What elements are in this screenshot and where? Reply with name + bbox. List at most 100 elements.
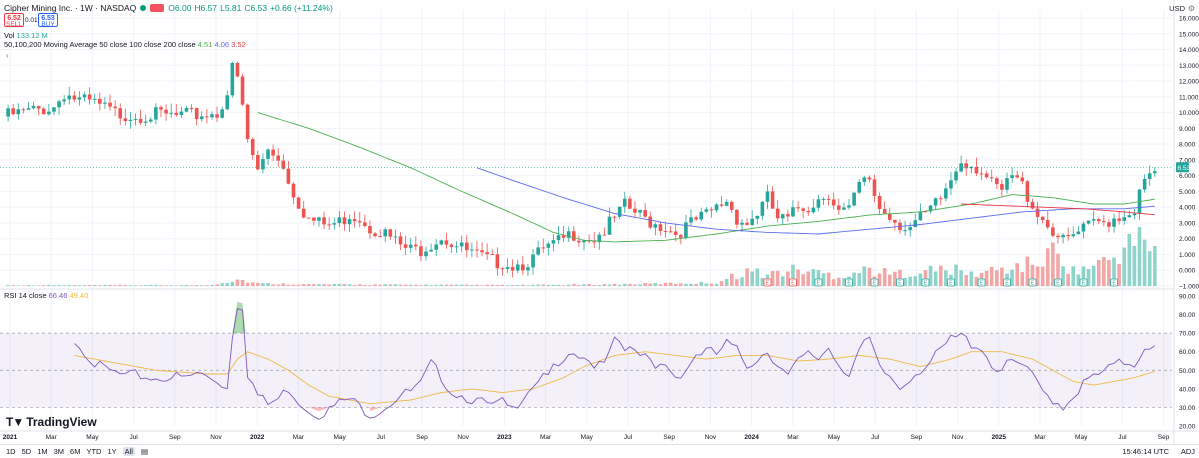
candle-body bbox=[464, 242, 469, 251]
candle-body bbox=[643, 210, 647, 217]
date-range-icon[interactable]: ▤ bbox=[140, 447, 149, 456]
volume-bar bbox=[577, 284, 581, 286]
candle-body bbox=[454, 246, 459, 248]
volume-bar bbox=[729, 273, 734, 286]
candle-body bbox=[704, 209, 709, 212]
earnings-marker bbox=[947, 278, 955, 287]
volume-bar bbox=[719, 281, 724, 286]
earnings-badge-icon[interactable] bbox=[150, 4, 165, 12]
volume-bar bbox=[607, 284, 612, 286]
candle-body bbox=[765, 191, 770, 202]
volume-bar bbox=[449, 284, 454, 286]
candle-body bbox=[261, 158, 265, 170]
volume-bar bbox=[199, 285, 204, 286]
candle-body bbox=[475, 249, 479, 251]
range-3m-button[interactable]: 3M bbox=[53, 447, 65, 456]
candle-body bbox=[1000, 184, 1004, 190]
candle-body bbox=[444, 240, 449, 245]
volume-bar bbox=[546, 284, 551, 286]
rsi-legend[interactable]: RSI 14 close 66.46 49.40 bbox=[4, 291, 88, 300]
volume-bar bbox=[490, 284, 495, 286]
volume-bar bbox=[745, 268, 749, 286]
candle-body bbox=[31, 105, 36, 109]
volume-bar bbox=[271, 284, 275, 286]
candle-body bbox=[959, 163, 963, 172]
buy-button[interactable]: 6.53 BUY bbox=[38, 13, 58, 28]
ma50-line bbox=[257, 112, 1155, 243]
candle-body bbox=[709, 209, 714, 211]
candle-body bbox=[143, 121, 148, 123]
candle-body bbox=[296, 197, 301, 209]
candle-body bbox=[729, 201, 734, 210]
candle-body bbox=[877, 195, 882, 210]
volume-bar bbox=[52, 285, 56, 286]
volume-bar bbox=[944, 270, 948, 286]
candle-body bbox=[984, 173, 989, 178]
candle-body bbox=[373, 233, 377, 237]
candle-body bbox=[684, 222, 688, 238]
volume-value: 133.12 M bbox=[16, 31, 48, 40]
candle-body bbox=[286, 168, 291, 184]
range-1y-button[interactable]: 1Y bbox=[107, 447, 117, 456]
candle-body bbox=[98, 98, 102, 104]
volume-bar bbox=[531, 284, 535, 286]
volume-bar bbox=[77, 285, 82, 286]
volume-bar bbox=[704, 283, 709, 286]
symbol-legend[interactable]: Cipher Mining Inc. · 1W · NASDAQ O6.00 H… bbox=[4, 3, 333, 13]
rsi-tick-label: 50.00 bbox=[1179, 368, 1196, 375]
candle-body bbox=[276, 155, 281, 161]
volume-bar bbox=[1132, 246, 1137, 286]
range-1m-button[interactable]: 1M bbox=[37, 447, 48, 456]
candle-body bbox=[1122, 217, 1127, 221]
volume-bar bbox=[174, 285, 179, 286]
candle-body bbox=[816, 199, 821, 208]
earnings-marker-label: E bbox=[1005, 281, 1009, 287]
candle-body bbox=[515, 264, 520, 271]
currency-label[interactable]: USD bbox=[1169, 4, 1185, 13]
candle-body bbox=[679, 234, 683, 238]
candle-body bbox=[872, 179, 877, 196]
range-1d-button[interactable]: 1D bbox=[6, 447, 16, 456]
volume-bar bbox=[419, 285, 423, 286]
candle-body bbox=[546, 243, 551, 248]
candle-body bbox=[87, 94, 92, 100]
volume-bar bbox=[317, 284, 321, 286]
range-ytd-button[interactable]: YTD bbox=[86, 447, 102, 456]
earnings-marker bbox=[1079, 278, 1088, 287]
volume-bar bbox=[541, 284, 546, 286]
range-6m-button[interactable]: 6M bbox=[70, 447, 81, 456]
candle-body bbox=[215, 114, 219, 118]
volume-legend[interactable]: Vol 133.12 M bbox=[4, 31, 48, 40]
ma-legend[interactable]: 50,100,200 Moving Average 50 close 100 c… bbox=[4, 40, 246, 49]
clock-time[interactable]: 15:46:14 UTC bbox=[1122, 447, 1169, 456]
candle-body bbox=[633, 208, 637, 213]
candle-body bbox=[597, 234, 602, 243]
candle-body bbox=[414, 244, 418, 247]
volume-bar bbox=[1066, 273, 1070, 286]
volume-bar bbox=[653, 283, 658, 286]
volume-bar bbox=[475, 284, 479, 286]
collapse-legend-icon[interactable]: ‹ bbox=[6, 51, 9, 60]
candle-body bbox=[694, 217, 698, 220]
candle-body bbox=[1142, 178, 1147, 190]
candle-body bbox=[378, 236, 382, 238]
price-tick-label: −1.000 bbox=[1179, 284, 1199, 291]
sell-button[interactable]: 6.52 SELL bbox=[4, 13, 24, 28]
symbol-title[interactable]: Cipher Mining Inc. · 1W · NASDAQ bbox=[4, 3, 137, 13]
price-tick-label: 11.000 bbox=[1179, 94, 1199, 101]
earnings-marker bbox=[870, 278, 879, 287]
volume-bar bbox=[342, 284, 347, 286]
volume-bar bbox=[658, 284, 663, 286]
ma-label: 50,100,200 Moving Average 50 close 100 c… bbox=[4, 40, 196, 49]
candle-body bbox=[801, 208, 805, 211]
time-tick-label: Nov bbox=[457, 434, 469, 441]
gear-icon[interactable]: ⚙ bbox=[1187, 4, 1195, 13]
range-5d-button[interactable]: 5D bbox=[21, 447, 32, 456]
candle-body bbox=[526, 267, 530, 271]
adj-toggle[interactable]: ADJ bbox=[1180, 447, 1195, 456]
candle-body bbox=[1127, 215, 1132, 218]
volume-bar bbox=[510, 285, 515, 286]
range-all-button[interactable]: All bbox=[122, 447, 135, 456]
volume-bar bbox=[245, 282, 250, 286]
